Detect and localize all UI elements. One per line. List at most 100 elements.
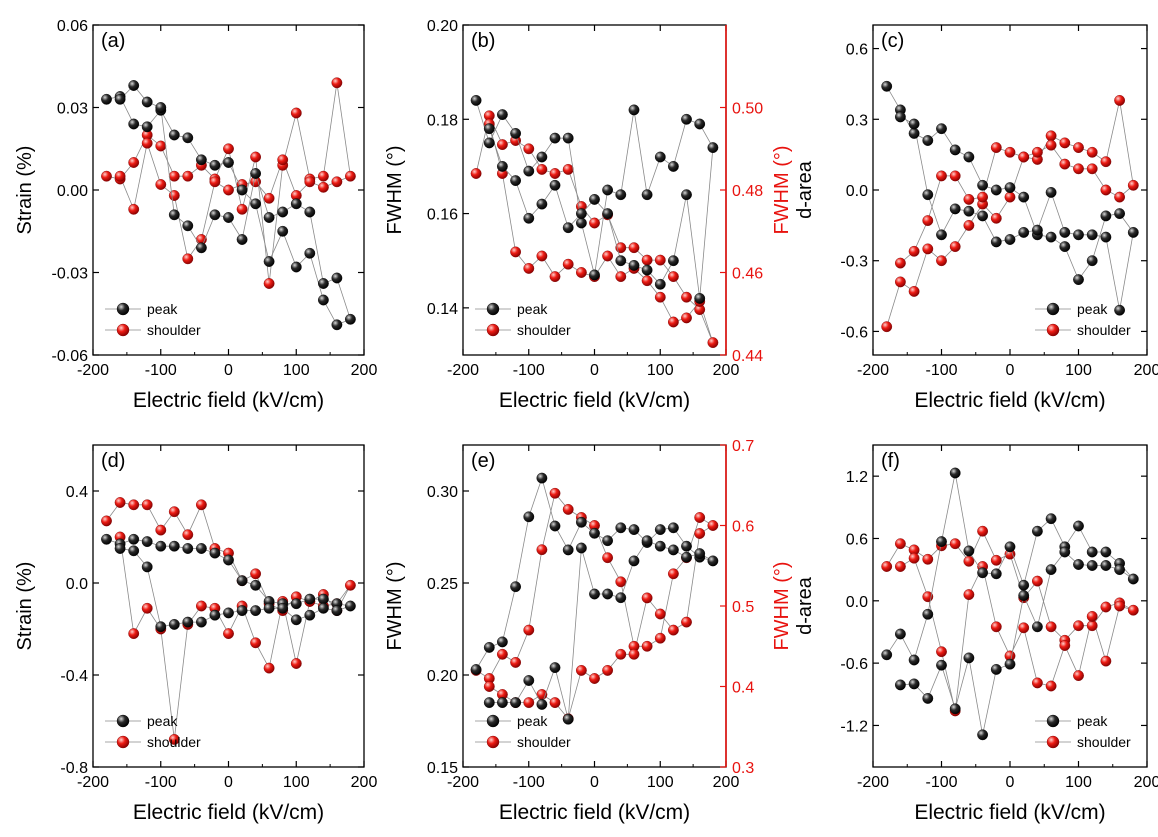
data-point-peak (141, 121, 153, 133)
y-tick-label: 0.3 (846, 112, 868, 129)
data-point-peak (628, 524, 640, 535)
y-tick-label: 0.0 (846, 594, 868, 611)
data-point-peak (277, 206, 289, 218)
data-point-peak (977, 210, 988, 222)
panel-e: -200 -100 0 100 200 0.15 0.20 0.25 0.30 0.3 0.4 0.5… (384, 438, 793, 824)
data-point-peak (101, 93, 112, 105)
data-point-shoulder (1086, 620, 1098, 632)
data-point-peak (936, 536, 947, 547)
data-point-shoulder (128, 628, 140, 639)
data-point-shoulder (1018, 151, 1030, 163)
data-point-peak (1045, 231, 1057, 243)
data-point-peak (510, 581, 521, 593)
panel-label: (b) (471, 30, 495, 52)
data-point-shoulder (963, 555, 975, 567)
data-point-shoulder (182, 253, 194, 265)
data-point-peak (681, 540, 692, 552)
data-point-peak (654, 278, 666, 290)
data-point-shoulder (977, 525, 988, 537)
data-point-shoulder (263, 192, 275, 204)
legend-label-peak: peak (1077, 301, 1108, 317)
data-point-peak (1032, 224, 1043, 236)
data-point-peak (155, 621, 167, 633)
data-point-peak (628, 104, 640, 116)
data-point-peak (908, 678, 920, 690)
data-point-shoulder (168, 190, 180, 201)
data-point-peak (483, 642, 495, 653)
data-point-shoulder (707, 337, 719, 348)
data-point-peak (195, 154, 207, 166)
data-point-shoulder (549, 697, 561, 708)
x-tick-label: 0 (590, 774, 599, 791)
data-point-peak (1114, 564, 1126, 575)
data-point-peak (1073, 520, 1084, 532)
data-point-peak (963, 545, 975, 557)
data-point-peak (155, 102, 167, 113)
data-point-shoulder (1114, 600, 1126, 612)
data-point-peak (250, 198, 262, 210)
data-point-peak (263, 256, 275, 267)
data-point-peak (654, 151, 666, 163)
y-axis-label: Strain (%) (14, 146, 36, 235)
data-point-peak (1114, 208, 1126, 220)
data-point-shoulder (1086, 146, 1098, 158)
data-point-peak (317, 593, 329, 605)
data-point-shoulder (895, 561, 906, 572)
data-point-peak (182, 220, 194, 232)
legend-label-peak: peak (147, 713, 178, 729)
data-point-shoulder (881, 561, 893, 572)
data-point-peak (250, 168, 262, 179)
y2-tick-label: 0.3 (732, 760, 754, 777)
x-tick-label: -100 (145, 774, 177, 791)
y-tick-label: 0.30 (427, 484, 458, 501)
y2-tick-label: 0.7 (732, 438, 754, 455)
data-point-shoulder (922, 215, 934, 227)
data-point-shoulder (510, 246, 521, 258)
data-point-peak (562, 132, 574, 144)
data-point-peak (114, 93, 126, 105)
panel-f: -200 -100 0 100 200 -1.2 -0.6 0.0 0.6 1.2 Electric… (794, 444, 1158, 824)
legend-label-peak: peak (1077, 713, 1108, 729)
data-point-peak (549, 132, 561, 144)
legend-label-shoulder: shoulder (517, 322, 571, 338)
data-point-peak (114, 543, 126, 554)
data-point-shoulder (141, 499, 153, 511)
x-tick-label: 100 (647, 774, 674, 791)
x-tick-label: 200 (713, 362, 740, 379)
legend-label-shoulder: shoulder (517, 734, 571, 750)
data-point-peak (641, 264, 653, 276)
x-tick-label: 200 (713, 774, 740, 791)
data-point-peak (641, 189, 653, 201)
x-tick-label: -200 (77, 774, 109, 791)
data-point-shoulder (195, 600, 207, 612)
data-point-shoulder (250, 637, 262, 649)
y-tick-label: -0.03 (52, 266, 89, 283)
data-point-shoulder (576, 267, 587, 278)
data-point-peak (195, 543, 207, 554)
data-point-shoulder (209, 176, 221, 188)
data-point-peak (101, 533, 112, 545)
series-line-shoulder (886, 100, 1134, 327)
x-tick-label: -100 (925, 362, 957, 379)
data-point-peak (908, 654, 920, 666)
data-point-peak (1127, 226, 1139, 238)
y2-axis-label: FWHM (°) (771, 561, 793, 650)
panel-d: -200 -100 0 100 200 -0.8 -0.4 0.0 0.4 Electric fi… (14, 444, 377, 824)
data-point-peak (576, 516, 587, 528)
legend-marker-shoulder (486, 735, 500, 749)
legend-label-peak: peak (147, 301, 178, 317)
data-point-peak (589, 588, 600, 600)
legend-label-shoulder: shoulder (147, 734, 201, 750)
data-point-shoulder (317, 181, 329, 193)
data-point-shoulder (317, 170, 329, 182)
y-tick-label: -0.3 (840, 254, 868, 271)
data-point-shoulder (101, 170, 112, 182)
y-tick-label: 0.03 (57, 101, 88, 118)
data-point-shoulder (470, 168, 482, 179)
data-point-peak (949, 703, 961, 715)
data-point-shoulder (331, 77, 343, 89)
panel-label: (c) (881, 30, 904, 52)
data-point-peak (483, 137, 495, 149)
data-point-shoulder (1032, 146, 1043, 158)
data-point-peak (628, 259, 640, 271)
